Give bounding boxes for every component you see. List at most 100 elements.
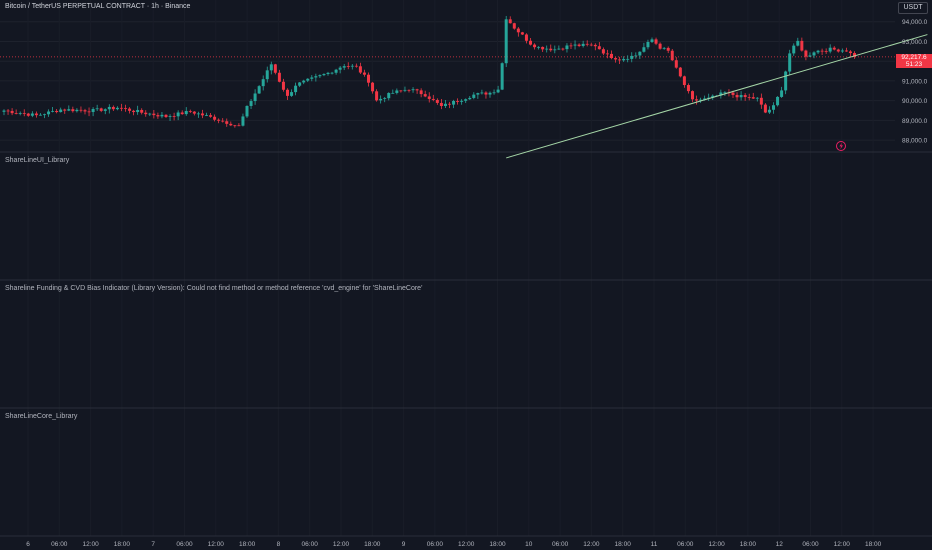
currency-selector[interactable]: USDT	[898, 2, 928, 14]
x-tick-label: 06:00	[802, 541, 819, 548]
candle	[431, 94, 435, 102]
candle	[784, 70, 788, 95]
candle	[358, 62, 362, 74]
candle	[593, 43, 597, 51]
candle	[520, 31, 524, 35]
candle	[225, 118, 229, 127]
candle	[119, 103, 123, 112]
candle	[553, 45, 557, 54]
candle	[371, 81, 375, 94]
candle	[735, 92, 739, 101]
pane-dividers	[0, 151, 932, 537]
trendline[interactable]	[506, 34, 928, 159]
candle	[800, 37, 804, 52]
candle	[249, 98, 253, 110]
candle	[128, 107, 132, 114]
candle	[75, 108, 79, 113]
candle	[395, 88, 399, 95]
y-tick-label: 88,000.0	[902, 138, 928, 145]
candle	[209, 112, 213, 118]
x-tick-label: 18:00	[114, 541, 131, 548]
candle	[472, 92, 476, 100]
candle	[658, 42, 662, 50]
candle	[755, 97, 759, 102]
candle	[427, 92, 431, 103]
candle	[512, 22, 516, 30]
candle	[55, 108, 59, 114]
price-axis[interactable]: 88,000.089,000.090,000.091,000.092,000.0…	[902, 19, 928, 144]
candle	[605, 49, 609, 59]
candle	[488, 91, 492, 98]
candle	[342, 63, 346, 71]
candle	[678, 66, 682, 78]
candle	[399, 90, 403, 93]
candle	[314, 73, 318, 82]
candle	[456, 98, 460, 105]
candle	[172, 112, 176, 121]
candle	[844, 47, 848, 52]
candle	[103, 108, 107, 115]
x-tick-label: 06:00	[677, 541, 694, 548]
y-tick-label: 89,000.0	[902, 118, 928, 125]
candle	[403, 86, 407, 93]
candle	[99, 107, 103, 113]
candle	[792, 43, 796, 56]
candle	[237, 123, 241, 127]
x-tick-label: 12:00	[458, 541, 475, 548]
candle	[699, 97, 703, 103]
candle	[350, 63, 354, 70]
candle	[265, 66, 269, 83]
candle	[759, 93, 763, 109]
candle	[411, 87, 415, 93]
candle	[780, 86, 784, 98]
candle	[529, 37, 532, 46]
candle	[853, 51, 856, 59]
candle	[192, 111, 196, 116]
candle	[565, 43, 569, 53]
candle	[334, 68, 338, 75]
candle	[18, 111, 22, 116]
candle	[747, 93, 751, 101]
candle	[435, 98, 439, 105]
trendline-segment[interactable]	[506, 34, 928, 159]
candle	[549, 44, 553, 52]
pane-label-ui-library[interactable]: ShareLineUI_Library	[5, 157, 70, 164]
candle	[71, 106, 75, 113]
candle	[508, 16, 512, 24]
candle	[47, 109, 51, 117]
candle	[294, 82, 298, 96]
candle	[812, 51, 816, 59]
candle	[67, 105, 71, 112]
x-tick-label: 10	[525, 541, 533, 548]
candle	[569, 42, 573, 50]
candle	[650, 37, 654, 43]
x-tick-label: 06:00	[302, 541, 319, 548]
candle	[816, 49, 820, 55]
candle	[666, 46, 670, 54]
candle	[772, 102, 775, 114]
candle	[443, 99, 447, 109]
symbol-title[interactable]: Bitcoin / TetherUS PERPETUAL CONTRACT · …	[5, 3, 191, 10]
x-tick-label: 8	[277, 541, 281, 548]
alert-icon[interactable]	[836, 141, 846, 151]
candle	[751, 92, 755, 100]
candle	[577, 43, 581, 48]
candle	[387, 92, 391, 101]
candle	[184, 107, 188, 116]
candle	[828, 44, 832, 54]
candle	[557, 45, 561, 50]
time-axis[interactable]: 6 06:00 12:00 18:00 7 06:00 12:00 18:00 8 06:00 12…	[26, 541, 881, 548]
candle	[253, 89, 257, 105]
candle	[391, 89, 395, 94]
candle	[160, 112, 164, 119]
candle	[338, 65, 342, 74]
candle	[26, 112, 30, 117]
candle	[375, 89, 379, 102]
candle	[419, 88, 423, 98]
candle	[233, 124, 237, 128]
candle	[383, 96, 387, 103]
pane-label-core-library[interactable]: ShareLineCore_Library	[5, 413, 78, 420]
pane-label-error-message[interactable]: Shareline Funding & CVD Bias Indicator (…	[5, 285, 423, 292]
candle	[496, 85, 500, 94]
